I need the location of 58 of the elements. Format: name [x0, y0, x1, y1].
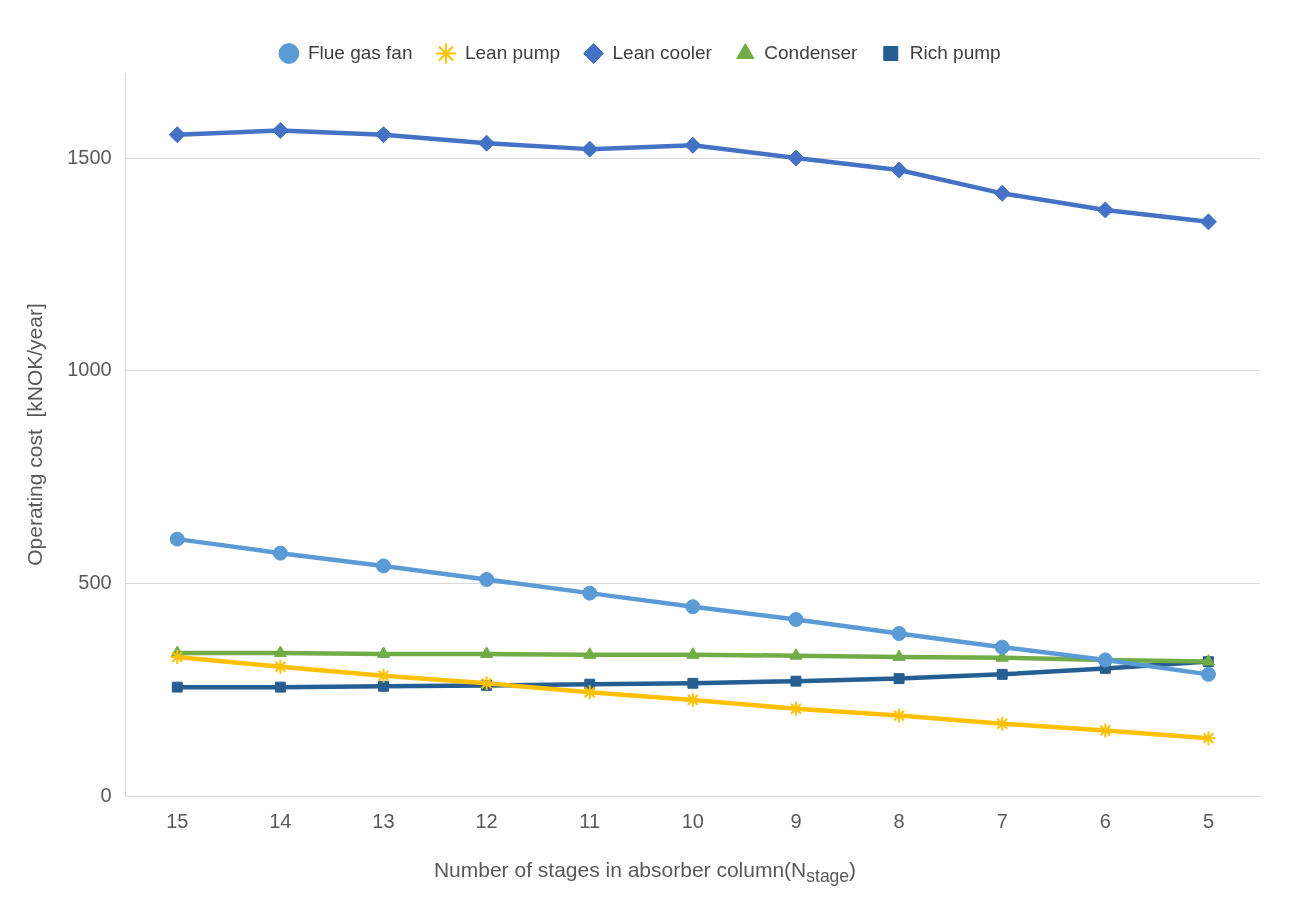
- point: [171, 681, 183, 693]
- point: [687, 677, 699, 689]
- point: [685, 599, 701, 615]
- point: [892, 649, 906, 661]
- y-tick-label: 0: [100, 783, 112, 806]
- x-tick-label: 9: [790, 809, 802, 832]
- point: [168, 126, 186, 144]
- point: [890, 161, 908, 179]
- legend-label: Lean cooler: [612, 41, 713, 63]
- x-tick-label: 13: [372, 809, 395, 832]
- point: [271, 121, 289, 139]
- point: [994, 639, 1010, 655]
- point: [788, 612, 804, 627]
- y-tick-label: 1500: [67, 145, 112, 168]
- point: [996, 668, 1008, 680]
- x-tick-label: 10: [681, 809, 704, 832]
- point: [374, 126, 392, 144]
- x-tick-label: 15: [166, 809, 189, 832]
- point: [375, 558, 391, 574]
- point: [1097, 652, 1113, 668]
- point: [274, 681, 286, 693]
- y-tick-label: 1000: [67, 358, 112, 381]
- point: [376, 646, 391, 658]
- x-tick-label: 7: [996, 809, 1008, 832]
- point: [169, 531, 185, 547]
- point: [686, 647, 700, 659]
- y-tick-label: 500: [78, 570, 112, 593]
- x-tick-label: 12: [475, 809, 498, 832]
- point: [273, 645, 287, 658]
- x-axis-title: Number of stages in absorber column(N$_{stage}$): [432, 858, 858, 888]
- point: [1200, 666, 1216, 682]
- point: [684, 136, 702, 154]
- x-tick-label: 6: [1099, 809, 1111, 832]
- x-tick-label: 14: [269, 809, 292, 832]
- legend-label: Flue gas fan: [307, 41, 413, 63]
- point: [1199, 213, 1217, 231]
- point: [479, 572, 495, 588]
- point: [378, 680, 389, 692]
- point: [993, 184, 1011, 202]
- point: [893, 673, 905, 685]
- x-tick-label: 11: [579, 809, 601, 832]
- point: [790, 675, 802, 687]
- point: [787, 149, 805, 167]
- x-tick-label: 5: [1202, 809, 1214, 832]
- point: [478, 134, 496, 152]
- legend-label: Lean pump: [464, 41, 561, 63]
- point: [583, 647, 597, 659]
- point: [480, 646, 494, 658]
- legend-label: Rich pump: [909, 41, 1001, 63]
- y-axis-title: Operating cost [kNOK/year]: [23, 303, 47, 566]
- point: [1096, 201, 1114, 219]
- point: [1200, 730, 1217, 747]
- point: [789, 648, 803, 660]
- point: [891, 626, 907, 642]
- x-tick-label: 8: [893, 809, 905, 832]
- point: [272, 545, 288, 561]
- point: [582, 585, 598, 601]
- legend-label: Condenser: [764, 41, 858, 63]
